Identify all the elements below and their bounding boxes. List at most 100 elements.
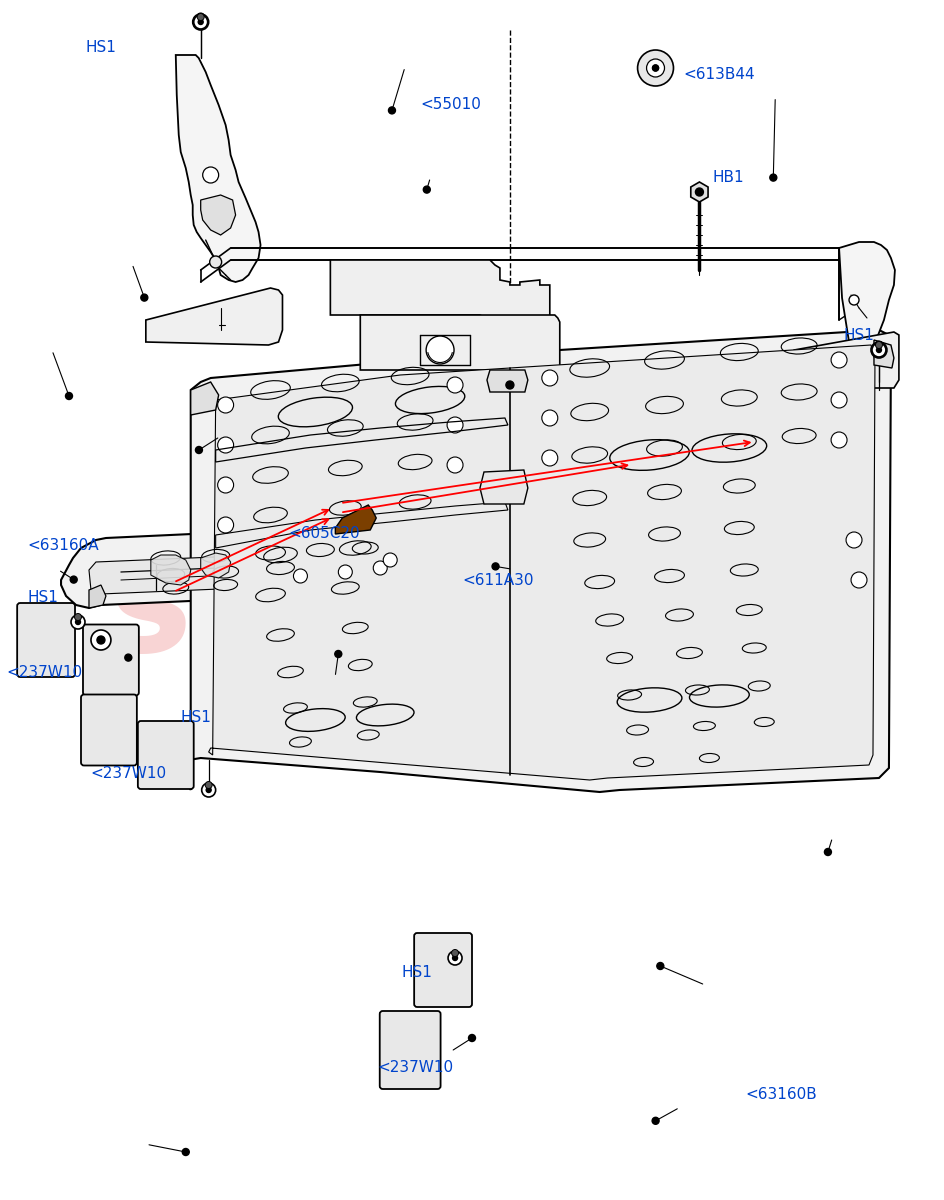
Text: <605C20: <605C20 [288, 527, 360, 541]
Text: HS1: HS1 [85, 41, 116, 55]
Circle shape [657, 962, 664, 970]
Circle shape [194, 14, 208, 29]
Text: HS1: HS1 [401, 965, 432, 979]
Text: <237W10: <237W10 [6, 665, 82, 679]
Text: <237W10: <237W10 [91, 767, 167, 781]
Polygon shape [201, 553, 230, 578]
Circle shape [451, 949, 459, 956]
Circle shape [75, 613, 81, 620]
Text: scuderia: scuderia [105, 535, 839, 684]
Circle shape [335, 650, 342, 658]
Circle shape [652, 65, 659, 71]
Circle shape [197, 13, 204, 20]
Text: <237W10: <237W10 [378, 1061, 454, 1075]
Circle shape [182, 1148, 189, 1156]
Circle shape [197, 19, 204, 25]
Polygon shape [151, 554, 191, 584]
Circle shape [875, 341, 883, 349]
Polygon shape [191, 382, 219, 415]
Text: HS1: HS1 [27, 590, 59, 605]
Circle shape [70, 576, 77, 583]
Circle shape [65, 392, 73, 400]
Polygon shape [89, 584, 106, 608]
Polygon shape [186, 330, 891, 792]
Circle shape [218, 517, 233, 533]
Circle shape [831, 392, 847, 408]
Circle shape [383, 553, 397, 566]
Circle shape [652, 1117, 659, 1124]
Circle shape [647, 59, 665, 77]
Circle shape [637, 50, 673, 86]
Circle shape [389, 107, 396, 114]
Circle shape [447, 457, 463, 473]
Text: <55010: <55010 [420, 97, 481, 112]
Polygon shape [480, 470, 528, 504]
Text: <613B44: <613B44 [683, 67, 755, 82]
Circle shape [294, 569, 308, 583]
Circle shape [218, 437, 233, 452]
Circle shape [846, 532, 862, 548]
Circle shape [452, 955, 458, 960]
Circle shape [468, 1034, 476, 1042]
Text: HS1: HS1 [180, 710, 211, 725]
Circle shape [849, 295, 859, 305]
Circle shape [652, 65, 659, 71]
Circle shape [76, 619, 80, 624]
Circle shape [447, 416, 463, 433]
Text: HS1: HS1 [844, 329, 875, 343]
Polygon shape [335, 505, 377, 534]
FancyBboxPatch shape [81, 695, 137, 766]
FancyBboxPatch shape [414, 934, 472, 1007]
Circle shape [423, 186, 430, 193]
Polygon shape [145, 288, 282, 346]
Circle shape [492, 563, 499, 570]
Circle shape [338, 565, 352, 578]
Circle shape [71, 614, 85, 629]
Circle shape [448, 950, 462, 965]
Polygon shape [691, 182, 708, 202]
Circle shape [426, 336, 454, 364]
Polygon shape [209, 346, 875, 780]
Circle shape [373, 560, 387, 575]
Circle shape [542, 450, 558, 466]
Circle shape [196, 13, 205, 20]
FancyBboxPatch shape [138, 721, 194, 790]
Circle shape [91, 630, 111, 650]
Circle shape [875, 342, 883, 348]
Circle shape [195, 446, 202, 454]
Circle shape [193, 14, 209, 30]
Circle shape [206, 787, 211, 792]
Text: <611A30: <611A30 [463, 574, 534, 588]
Circle shape [141, 294, 148, 301]
Circle shape [210, 256, 222, 268]
Polygon shape [201, 194, 236, 235]
Polygon shape [89, 548, 436, 594]
Circle shape [831, 352, 847, 368]
Circle shape [202, 782, 215, 797]
Polygon shape [789, 332, 899, 388]
Polygon shape [874, 340, 894, 368]
Circle shape [696, 188, 703, 196]
Polygon shape [839, 242, 895, 352]
Circle shape [205, 781, 212, 788]
Circle shape [218, 397, 233, 413]
Circle shape [203, 167, 219, 182]
Circle shape [97, 636, 105, 644]
Text: HB1: HB1 [712, 170, 744, 185]
Polygon shape [487, 370, 528, 392]
FancyBboxPatch shape [83, 624, 139, 696]
Text: <63160A: <63160A [27, 539, 99, 553]
FancyBboxPatch shape [17, 602, 75, 677]
Circle shape [218, 476, 233, 493]
FancyBboxPatch shape [379, 1010, 441, 1090]
Circle shape [125, 654, 132, 661]
Circle shape [876, 348, 882, 353]
Polygon shape [61, 522, 460, 608]
Circle shape [198, 19, 203, 24]
Circle shape [769, 174, 777, 181]
Circle shape [542, 370, 558, 386]
Circle shape [872, 343, 886, 358]
Circle shape [876, 347, 882, 353]
Polygon shape [361, 314, 560, 380]
Circle shape [350, 516, 359, 524]
